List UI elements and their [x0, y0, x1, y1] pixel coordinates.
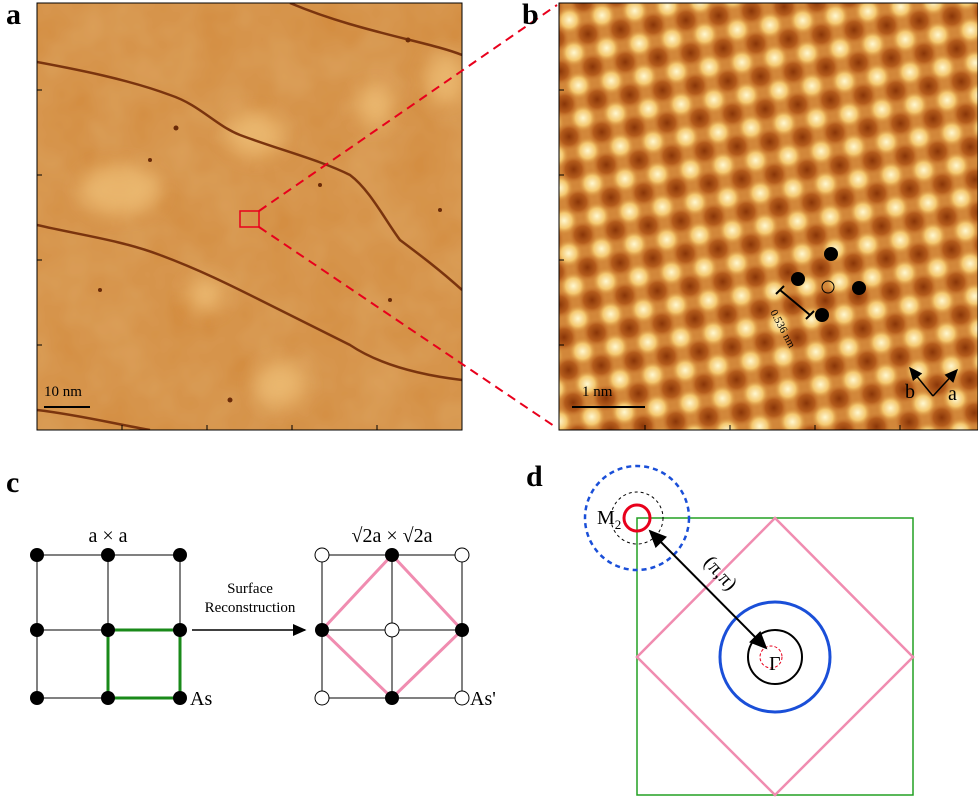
panel-label: b: [522, 0, 539, 31]
scale-label: 10 nm: [44, 384, 82, 400]
m-subscript: 2: [615, 517, 622, 532]
stm-image: [558, 2, 978, 431]
gamma-label: Γ: [769, 653, 781, 675]
atoms: [30, 548, 187, 705]
stm-image: [37, 3, 462, 430]
frame: [36, 2, 463, 431]
left-title: a × a: [88, 525, 127, 547]
open-atoms: [314, 547, 470, 706]
unit-cell: [106, 628, 182, 700]
nesting-vector: [648, 529, 768, 650]
panel-label: d: [526, 460, 543, 493]
ticks: [559, 89, 901, 430]
axis-label: a: [948, 383, 957, 405]
panel-c: c a × a As Surface Reconstruction √2a × …: [6, 466, 496, 710]
axis-label: b: [905, 381, 915, 403]
zoom-lines: [258, 4, 558, 429]
arrow-label: Surface: [227, 581, 273, 597]
right-title: √2a × √2a: [352, 525, 433, 547]
arrow-label: Reconstruction: [205, 600, 296, 616]
panel-d: d (π,π) Γ M2: [526, 460, 915, 797]
panel-a: 10 nm a: [6, 0, 463, 431]
hole-pocket: [718, 600, 832, 714]
zoom-box: [239, 210, 260, 228]
electron-pocket: [622, 503, 652, 533]
step-edges: [37, 3, 462, 430]
panel-label: a: [6, 0, 21, 31]
folded-pocket: [759, 645, 783, 669]
scale-label: 1 nm: [582, 384, 613, 400]
site-label: As': [470, 688, 496, 710]
folded-pocket: [583, 464, 691, 572]
site-label: As: [190, 688, 212, 710]
ticks: [37, 89, 378, 430]
folded-pocket: [610, 491, 664, 545]
m-label: M2: [597, 507, 621, 532]
axis-b-arrow: [909, 366, 934, 397]
atoms: [315, 548, 469, 705]
distance-bracket: [775, 285, 815, 320]
hole-pocket: [747, 629, 803, 685]
open-atom: [821, 280, 835, 294]
pits: [98, 37, 442, 403]
axis-a-arrow: [932, 368, 959, 397]
atom-markers: [791, 247, 866, 322]
panel-label: c: [6, 466, 19, 499]
panel-b: 0.536 nm 1 nm b a b: [522, 0, 978, 431]
m-main: M: [597, 507, 615, 529]
